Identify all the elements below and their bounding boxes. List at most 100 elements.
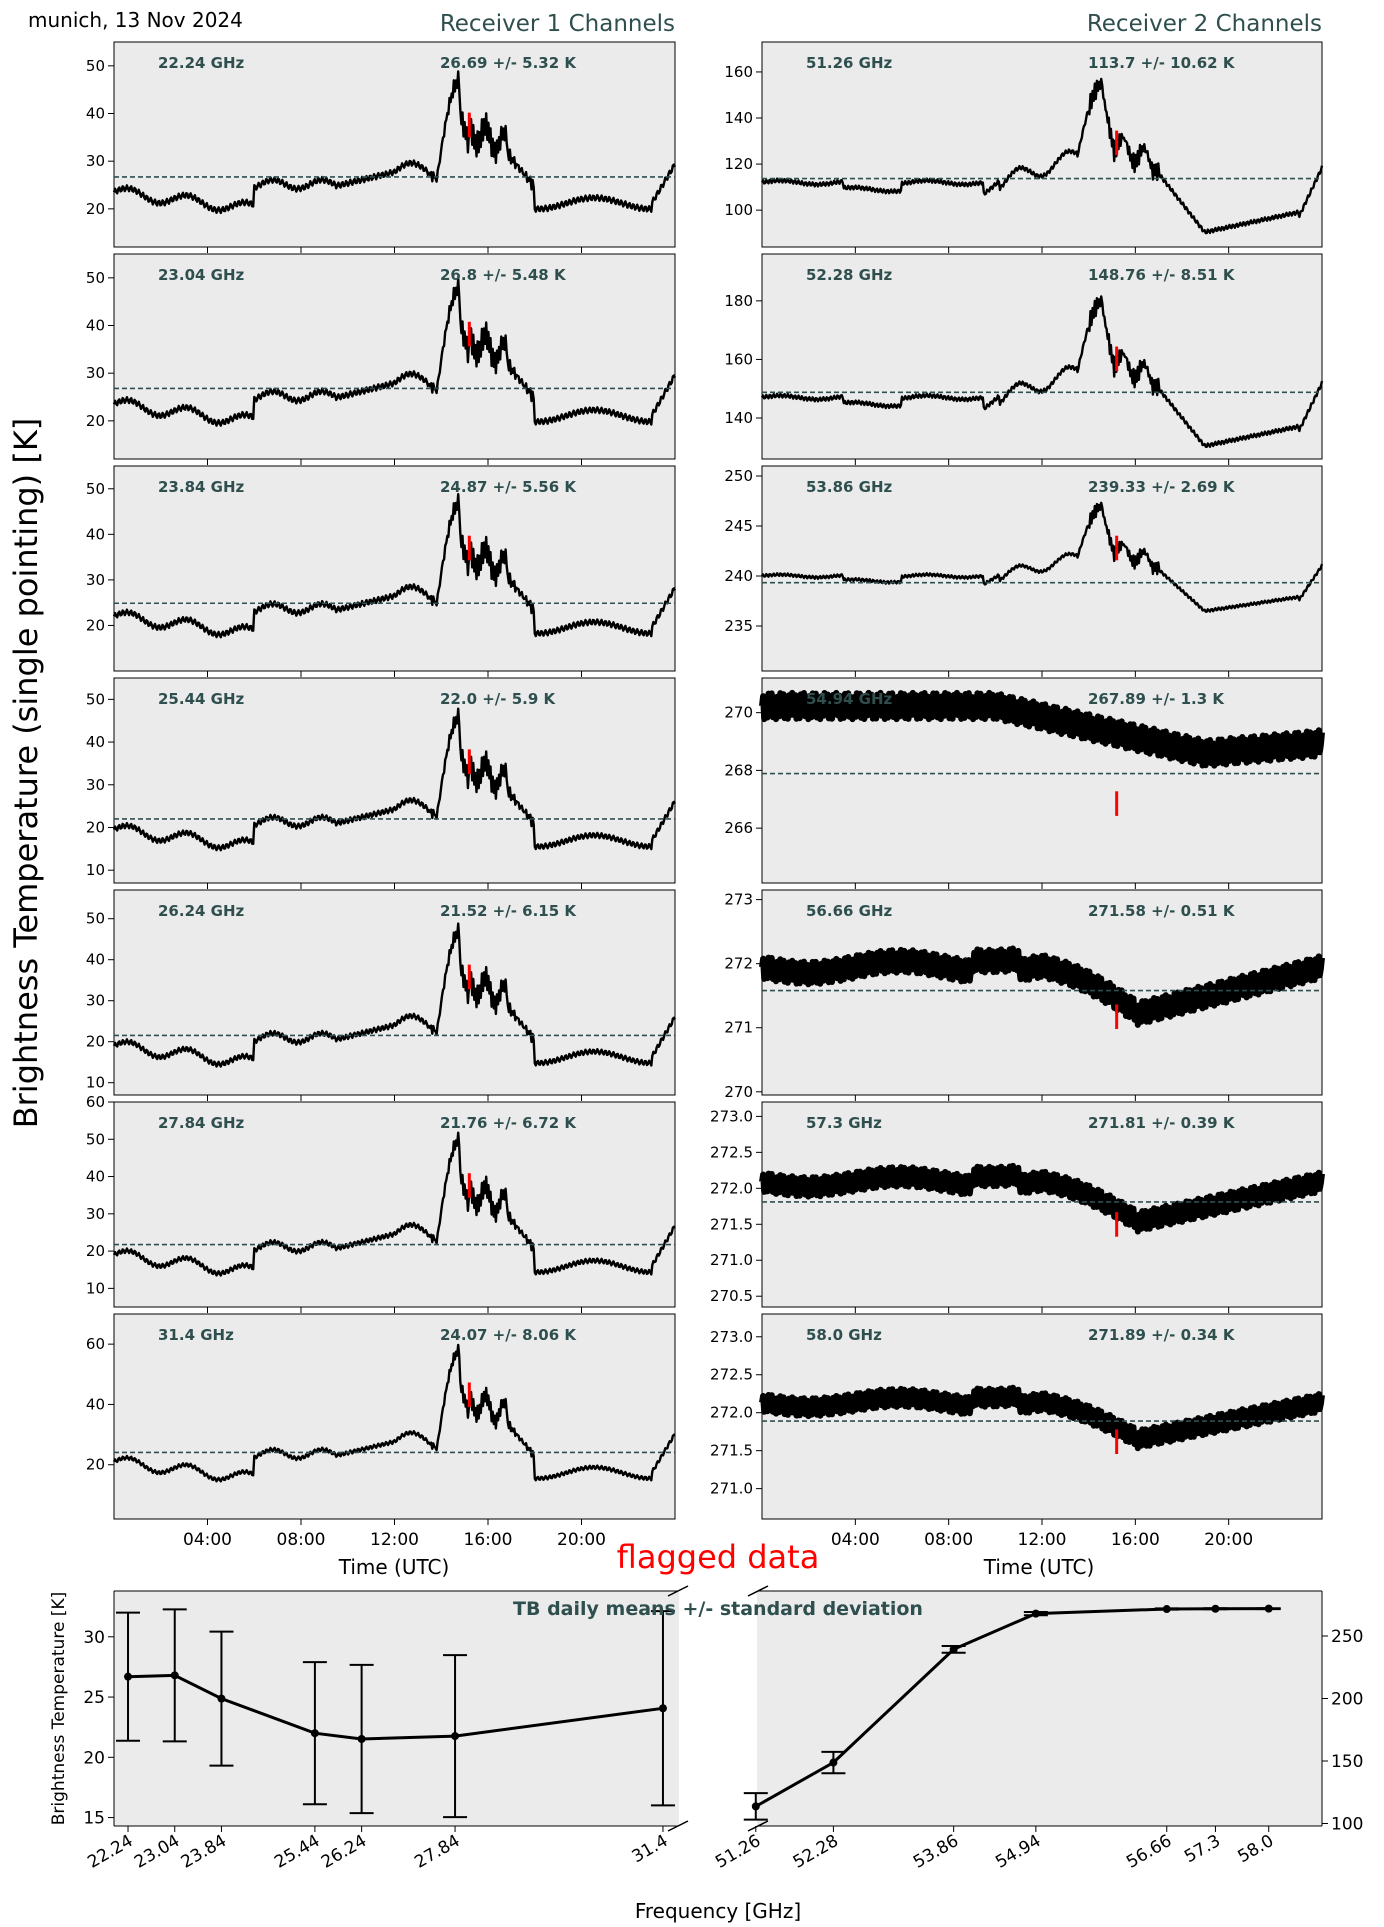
frequency-label: 52.28 GHz — [806, 266, 893, 284]
mean-std-label: 271.81 +/- 0.39 K — [1088, 1114, 1236, 1132]
x-tick-label: 12:00 — [1018, 1530, 1067, 1550]
x-tick-label: 16:00 — [1111, 1530, 1160, 1550]
frequency-tick-label: 27.84 — [411, 1831, 463, 1873]
y-tick-label: 50 — [86, 690, 105, 708]
frequency-tick-label: 23.04 — [131, 1831, 183, 1873]
y-tick-label: 271.0 — [710, 1480, 753, 1498]
frequency-label: 54.94 GHz — [806, 690, 893, 708]
panel-1-2: 20 30 40 50 23.04 GHz 26.8 +/- 5.48 K — [86, 253, 677, 465]
mean-std-label: 21.52 +/- 6.15 K — [440, 902, 577, 920]
y-tick-label: 273.0 — [710, 1328, 753, 1346]
y-tick-label: 40 — [86, 951, 105, 969]
mean-std-label: 239.33 +/- 2.69 K — [1088, 478, 1236, 496]
mean-std-label: 148.76 +/- 8.51 K — [1088, 266, 1236, 284]
panel-2-4: 266 268 270 54.94 GHz 267.89 +/- 1.3 K — [724, 677, 1325, 889]
y-tick-label: 266 — [724, 819, 753, 837]
y-tick-label: 273.0 — [710, 1107, 753, 1125]
flagged-data-label: flagged data — [617, 1538, 820, 1576]
panel-background — [761, 465, 1323, 672]
receiver1-panels: 20 30 40 50 22.24 GHz 26.69 +/- 5.32 K 20 30 40 5… — [86, 41, 677, 1550]
site-date-label: munich, 13 Nov 2024 — [28, 8, 243, 32]
y-tick-label: 200 — [1331, 1690, 1363, 1710]
mean-std-label: 113.7 +/- 10.62 K — [1088, 54, 1236, 72]
axis-break-mark — [667, 1820, 689, 1832]
frequency-label: 22.24 GHz — [158, 54, 245, 72]
channel-trace — [112, 70, 677, 215]
y-tick-label: 271.5 — [710, 1215, 753, 1233]
y-tick-label: 272 — [724, 955, 753, 973]
y-tick-label: 30 — [86, 571, 105, 589]
receiver2-panels: 100 120 140 160 51.26 GHz 113.7 +/- 10.62 K 14… — [710, 41, 1325, 1550]
y-tick-label: 20 — [86, 412, 105, 430]
y-tick-label: 50 — [86, 910, 105, 928]
y-tick-label: 271.0 — [710, 1251, 753, 1269]
y-tick-label: 40 — [86, 105, 105, 123]
x-tick-label: 04:00 — [183, 1530, 232, 1550]
y-tick-label: 20 — [86, 200, 105, 218]
y-tick-label: 40 — [86, 1395, 105, 1413]
y-tick-label: 250 — [724, 467, 753, 485]
x-tick-label: 20:00 — [1204, 1530, 1253, 1550]
mean-line — [127, 1673, 664, 1741]
y-tick-label: 25 — [83, 1688, 105, 1708]
y-tick-label: 10 — [86, 1279, 105, 1297]
mean-std-label: 21.76 +/- 6.72 K — [440, 1114, 577, 1132]
axis-break-gap — [679, 1590, 757, 1827]
y-tick-label: 40 — [86, 525, 105, 543]
x-tick-label: 08:00 — [924, 1530, 973, 1550]
axis-break-mark — [747, 1585, 769, 1597]
y-tick-label: 50 — [86, 1130, 105, 1148]
frequency-tick-label: 58.0 — [1234, 1831, 1277, 1867]
x-tick-label: 16:00 — [464, 1530, 513, 1550]
panel-2-2: 140 160 180 52.28 GHz 148.76 +/- 8.51 K — [724, 253, 1324, 465]
panel-1-4: 10 20 30 40 50 25.44 GHz 22.0 +/- 5.9 K — [86, 677, 677, 889]
channel-trace — [759, 1162, 1325, 1235]
frequency-label: 25.44 GHz — [158, 690, 245, 708]
y-tick-label: 271 — [724, 1019, 753, 1037]
frequency-tick-label: 23.84 — [178, 1831, 230, 1873]
y-tick-label: 273 — [724, 891, 753, 909]
panel-background — [113, 465, 676, 672]
summary-title: TB daily means +/- standard deviation — [513, 1598, 923, 1620]
frequency-label: 26.24 GHz — [158, 902, 245, 920]
y-tick-label: 30 — [86, 776, 105, 794]
panel-background — [113, 677, 676, 884]
x-tick-label: 08:00 — [277, 1530, 326, 1550]
x-tick-label: 04:00 — [831, 1530, 880, 1550]
y-tick-label: 272.5 — [710, 1143, 753, 1161]
frequency-label: 51.26 GHz — [806, 54, 893, 72]
channel-trace — [759, 945, 1325, 1028]
panel-background — [113, 889, 676, 1096]
y-tick-label: 10 — [86, 1074, 105, 1092]
y-tick-label: 235 — [724, 617, 753, 635]
time-axis-label-receiver1: Time (UTC) — [338, 1555, 450, 1579]
panel-background — [113, 1101, 676, 1308]
y-tick-label: 150 — [1331, 1752, 1363, 1772]
y-tick-label: 271.5 — [710, 1442, 753, 1460]
y-tick-label: 100 — [724, 201, 753, 219]
y-tick-label: 140 — [724, 109, 753, 127]
channel-trace — [112, 707, 677, 852]
frequency-tick-label: 57.3 — [1181, 1831, 1224, 1867]
channel-trace — [112, 1343, 676, 1483]
channel-trace — [759, 1384, 1325, 1452]
y-tick-label: 30 — [86, 364, 105, 382]
y-tick-label: 20 — [86, 1456, 105, 1474]
channel-trace — [759, 689, 1325, 769]
frequency-label: 23.04 GHz — [158, 266, 245, 284]
y-tick-label: 50 — [86, 57, 105, 75]
y-tick-label: 120 — [724, 155, 753, 173]
frequency-tick-label: 51.26 — [712, 1831, 764, 1873]
x-tick-label: 12:00 — [370, 1530, 419, 1550]
y-tick-label: 60 — [86, 1093, 105, 1111]
x-tick-label: 20:00 — [557, 1530, 606, 1550]
panel-background — [113, 1313, 676, 1520]
y-tick-label: 272.0 — [710, 1404, 753, 1422]
frequency-tick-label: 31.4 — [629, 1831, 672, 1867]
frequency-tick-label: 53.86 — [910, 1831, 962, 1873]
y-tick-label: 270 — [724, 1083, 753, 1101]
mean-std-label: 26.8 +/- 5.48 K — [440, 266, 567, 284]
frequency-tick-label: 22.24 — [84, 1831, 136, 1873]
axis-break-mark — [667, 1585, 689, 1597]
